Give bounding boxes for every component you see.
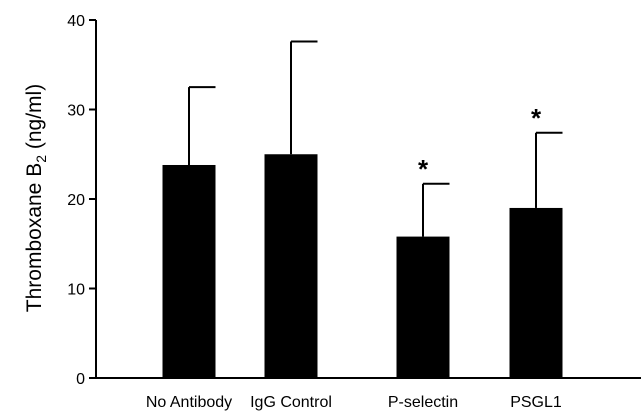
x-axis-labels: No Antibody IgG Control P-selectin PSGL1 xyxy=(146,394,562,411)
x-category-label: P-selectin xyxy=(388,394,458,411)
y-axis-title-text: Thromboxane B xyxy=(23,163,46,312)
y-axis-title: Thromboxane B2 (ng/ml) xyxy=(23,84,49,312)
y-axis-title-subscript: 2 xyxy=(33,155,49,163)
y-tick-label: 20 xyxy=(67,192,85,209)
chart-bars xyxy=(162,154,563,378)
y-axis-ticks: 0 10 20 30 40 xyxy=(67,13,96,388)
significance-markers: ** xyxy=(418,103,542,184)
significance-asterisk: * xyxy=(531,103,542,133)
y-tick-label: 30 xyxy=(67,103,85,120)
y-axis-title-unit: (ng/ml) xyxy=(23,84,46,155)
x-category-label: No Antibody xyxy=(146,394,232,411)
x-category-label: IgG Control xyxy=(250,394,332,411)
error-bars xyxy=(188,40,563,237)
bar-psgl1 xyxy=(509,207,563,378)
significance-asterisk: * xyxy=(418,154,429,184)
y-tick-label: 0 xyxy=(76,371,85,388)
bar-p-selectin xyxy=(396,236,450,378)
y-tick-label: 10 xyxy=(67,282,85,299)
x-category-label: PSGL1 xyxy=(510,394,562,411)
bar-igg-control xyxy=(264,154,318,378)
bar-no-antibody xyxy=(162,164,216,378)
y-tick-label: 40 xyxy=(67,13,85,30)
